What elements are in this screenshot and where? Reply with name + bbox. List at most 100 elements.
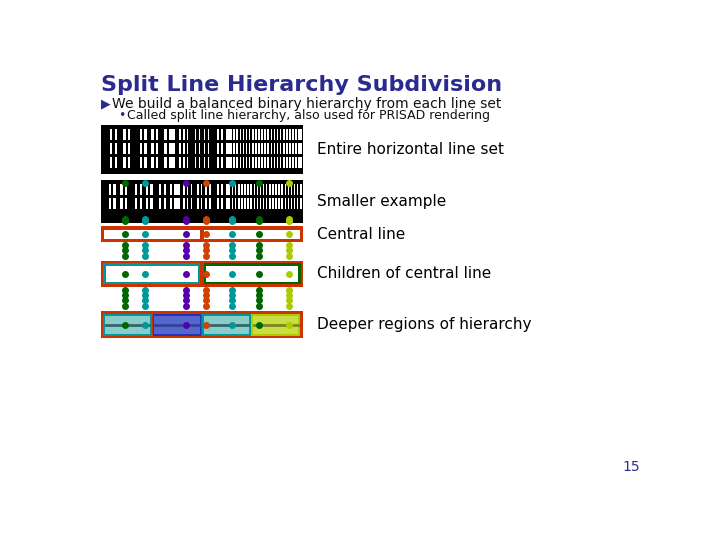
Bar xyxy=(102,143,110,154)
Bar xyxy=(279,130,280,140)
Bar xyxy=(246,184,248,195)
Bar xyxy=(233,198,235,209)
Bar xyxy=(261,184,263,195)
Bar xyxy=(184,198,187,209)
Bar xyxy=(253,316,299,334)
Bar xyxy=(256,143,258,154)
Bar xyxy=(219,184,221,195)
Bar xyxy=(153,198,159,209)
Bar xyxy=(251,143,252,154)
Bar xyxy=(172,184,174,195)
Bar xyxy=(297,157,299,168)
Bar xyxy=(122,198,125,209)
Bar xyxy=(184,184,187,195)
Bar xyxy=(294,143,295,154)
Bar xyxy=(261,198,263,209)
Bar xyxy=(142,184,145,195)
Bar xyxy=(205,143,208,154)
Bar xyxy=(284,157,286,168)
Bar xyxy=(260,130,261,140)
Bar xyxy=(295,184,297,195)
Bar xyxy=(111,184,113,195)
Bar xyxy=(238,130,240,140)
Bar xyxy=(184,130,187,140)
Bar xyxy=(244,157,246,168)
Bar xyxy=(103,264,200,284)
Bar xyxy=(117,143,123,154)
Bar xyxy=(130,143,140,154)
Bar xyxy=(207,184,210,195)
Bar xyxy=(267,198,269,209)
Bar xyxy=(241,157,243,168)
Bar xyxy=(272,143,274,154)
Bar xyxy=(258,198,260,209)
Text: Called split line hierarchy, also used for PRISAD rendering: Called split line hierarchy, also used f… xyxy=(127,110,490,123)
Bar xyxy=(251,130,252,140)
Bar xyxy=(266,130,267,140)
Bar xyxy=(266,157,267,168)
Bar xyxy=(238,157,240,168)
Bar xyxy=(196,157,199,168)
Bar xyxy=(269,157,271,168)
Text: Split Line Hierarchy Subdivision: Split Line Hierarchy Subdivision xyxy=(101,75,502,95)
Bar xyxy=(158,143,164,154)
Bar xyxy=(204,316,249,334)
Bar xyxy=(256,130,258,140)
Bar xyxy=(127,198,135,209)
Bar xyxy=(274,184,275,195)
Text: Smaller example: Smaller example xyxy=(317,194,446,209)
Bar xyxy=(142,157,144,168)
Bar xyxy=(161,184,163,195)
Bar xyxy=(297,130,299,140)
Bar xyxy=(166,184,170,195)
Bar xyxy=(158,157,164,168)
Bar xyxy=(148,184,150,195)
Bar xyxy=(252,198,253,209)
Bar xyxy=(272,157,274,168)
Bar xyxy=(230,198,232,209)
Bar xyxy=(283,198,284,209)
Bar xyxy=(101,180,303,222)
Bar xyxy=(269,130,271,140)
Bar xyxy=(287,143,289,154)
Bar xyxy=(210,157,217,168)
Bar xyxy=(253,130,255,140)
Bar xyxy=(222,157,226,168)
Bar xyxy=(154,316,199,334)
Bar xyxy=(126,143,128,154)
Bar xyxy=(248,130,249,140)
Bar xyxy=(294,157,295,168)
Bar xyxy=(204,264,301,284)
Bar xyxy=(172,198,174,209)
Bar xyxy=(275,143,276,154)
Bar xyxy=(184,157,187,168)
Text: We build a balanced binary hierarchy from each line set: We build a balanced binary hierarchy fro… xyxy=(112,97,501,111)
Bar xyxy=(246,198,248,209)
Bar xyxy=(275,157,276,168)
Bar xyxy=(263,143,264,154)
Text: Central line: Central line xyxy=(317,227,405,242)
Text: Entire horizontal line set: Entire horizontal line set xyxy=(317,142,504,157)
Bar xyxy=(289,184,291,195)
Bar xyxy=(148,198,150,209)
Bar xyxy=(274,198,275,209)
Bar xyxy=(153,157,156,168)
Bar xyxy=(279,157,280,168)
Bar xyxy=(292,198,294,209)
Bar xyxy=(232,130,233,140)
Bar xyxy=(181,143,183,154)
Bar xyxy=(102,143,302,154)
Bar xyxy=(255,184,256,195)
Bar xyxy=(189,198,191,209)
Bar xyxy=(101,311,303,338)
Bar xyxy=(210,130,217,140)
Bar xyxy=(271,184,272,195)
Bar xyxy=(200,130,204,140)
Bar xyxy=(167,157,169,168)
Bar xyxy=(103,314,152,336)
Bar xyxy=(112,143,114,154)
Bar xyxy=(297,143,299,154)
Bar xyxy=(292,184,294,195)
Bar xyxy=(291,143,292,154)
Bar xyxy=(272,130,274,140)
